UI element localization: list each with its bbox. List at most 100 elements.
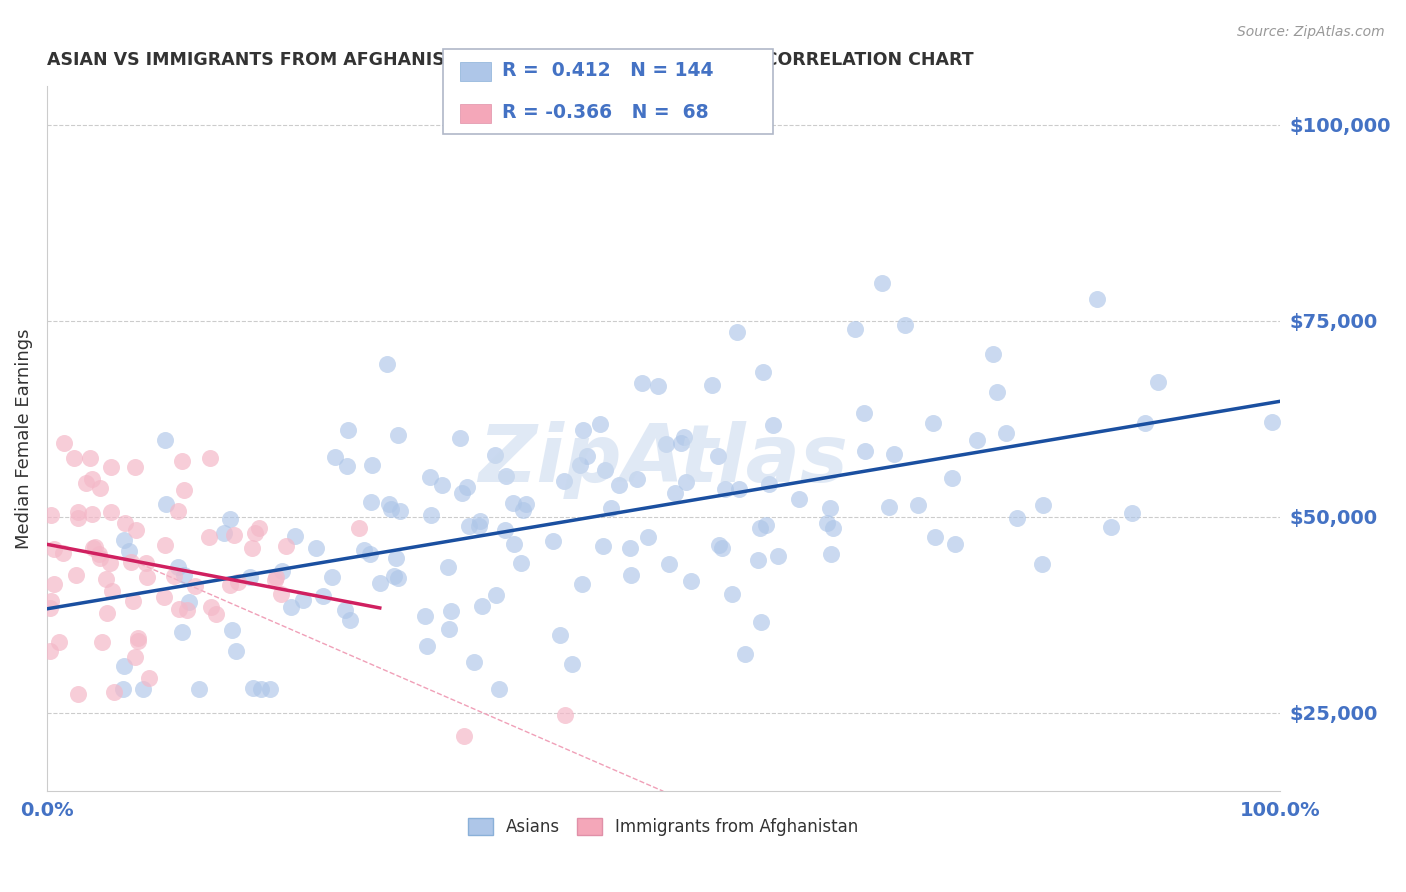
Point — [515, 497, 537, 511]
Point — [626, 472, 648, 486]
Point — [337, 423, 360, 437]
Point — [471, 599, 494, 614]
Point — [188, 682, 211, 697]
Point — [79, 450, 101, 465]
Point — [339, 613, 361, 627]
Point — [48, 635, 70, 649]
Point — [184, 579, 207, 593]
Y-axis label: Median Female Earnings: Median Female Earnings — [15, 328, 32, 549]
Point — [114, 659, 136, 673]
Point — [727, 482, 749, 496]
Point — [122, 594, 145, 608]
Point — [131, 682, 153, 697]
Point — [212, 526, 235, 541]
Point — [284, 529, 307, 543]
Text: Source: ZipAtlas.com: Source: ZipAtlas.com — [1237, 25, 1385, 39]
Point — [176, 603, 198, 617]
Point — [114, 516, 136, 531]
Point — [98, 556, 121, 570]
Point — [163, 569, 186, 583]
Point — [966, 434, 988, 448]
Point — [226, 575, 249, 590]
Point — [117, 544, 139, 558]
Point — [67, 505, 90, 519]
Point — [167, 559, 190, 574]
Point — [673, 430, 696, 444]
Point — [485, 588, 508, 602]
Point — [576, 449, 599, 463]
Text: R =  0.412   N = 144: R = 0.412 N = 144 — [502, 61, 713, 80]
Point — [271, 564, 294, 578]
Point — [80, 472, 103, 486]
Point — [607, 477, 630, 491]
Point — [458, 518, 481, 533]
Point — [700, 378, 723, 392]
Point — [124, 649, 146, 664]
Point — [42, 577, 65, 591]
Point — [172, 454, 194, 468]
Point — [1032, 499, 1054, 513]
Point — [114, 533, 136, 548]
Point — [589, 417, 612, 431]
Point — [541, 534, 564, 549]
Point — [280, 600, 302, 615]
Point — [75, 476, 97, 491]
Point — [222, 528, 245, 542]
Point — [360, 495, 382, 509]
Point — [173, 567, 195, 582]
Point — [619, 541, 641, 555]
Point — [155, 497, 177, 511]
Point — [592, 539, 614, 553]
Point — [749, 615, 772, 629]
Point — [1085, 293, 1108, 307]
Point — [250, 682, 273, 697]
Point — [177, 595, 200, 609]
Point — [200, 451, 222, 466]
Point — [323, 450, 346, 465]
Point — [593, 463, 616, 477]
Point — [509, 556, 531, 570]
Point — [101, 583, 124, 598]
Point — [655, 437, 678, 451]
Point — [247, 521, 270, 535]
Point — [468, 514, 491, 528]
Point — [747, 553, 769, 567]
Point — [450, 485, 472, 500]
Point — [456, 480, 478, 494]
Point — [82, 541, 104, 556]
Point — [907, 498, 929, 512]
Point — [155, 434, 177, 448]
Point — [413, 609, 436, 624]
Point — [818, 501, 841, 516]
Point — [65, 568, 87, 582]
Point — [1031, 557, 1053, 571]
Point — [204, 607, 226, 622]
Point — [416, 639, 439, 653]
Point — [1121, 506, 1143, 520]
Point — [96, 607, 118, 621]
Point — [382, 569, 405, 583]
Point — [270, 587, 292, 601]
Point — [879, 500, 901, 514]
Point — [844, 322, 866, 336]
Point — [986, 384, 1008, 399]
Point — [820, 547, 842, 561]
Point — [494, 524, 516, 538]
Point — [312, 589, 335, 603]
Point — [83, 540, 105, 554]
Point — [664, 486, 686, 500]
Point — [127, 631, 149, 645]
Point — [153, 538, 176, 552]
Point — [388, 504, 411, 518]
Point — [766, 549, 789, 564]
Point — [1261, 415, 1284, 429]
Text: ASIAN VS IMMIGRANTS FROM AFGHANISTAN MEDIAN FEMALE EARNINGS CORRELATION CHART: ASIAN VS IMMIGRANTS FROM AFGHANISTAN MED… — [46, 51, 973, 69]
Point — [91, 634, 114, 648]
Point — [225, 644, 247, 658]
Point — [600, 500, 623, 515]
Point — [647, 378, 669, 392]
Point — [378, 497, 401, 511]
Point — [385, 551, 408, 566]
Point — [87, 547, 110, 561]
Point — [419, 508, 441, 522]
